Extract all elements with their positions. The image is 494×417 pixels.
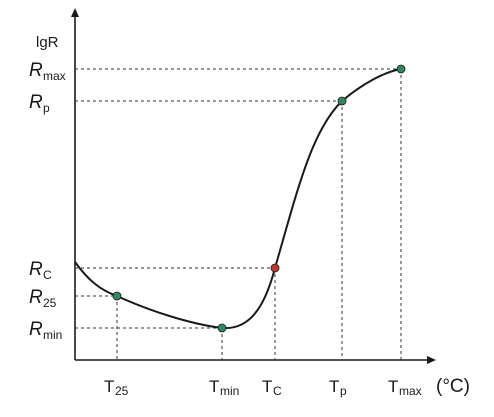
point-marker-tmax-rmax bbox=[396, 64, 406, 74]
y-tick-label-main: R bbox=[29, 287, 43, 308]
y-axis-label: lgR bbox=[36, 34, 59, 51]
y-tick-label-main: R bbox=[29, 259, 43, 280]
y-tick-label-sub: min bbox=[43, 328, 62, 342]
x-tick-label-sub: min bbox=[220, 384, 239, 398]
x-axis-unit: (°C) bbox=[436, 376, 470, 397]
resistance-curve bbox=[74, 68, 402, 330]
y-tick-label-sub: 25 bbox=[43, 296, 57, 310]
y-tick-label-main: R bbox=[29, 60, 43, 81]
x-tick-label-main: T bbox=[388, 377, 398, 396]
x-tick-label-main: T bbox=[262, 377, 272, 396]
y-tick-label-sub: p bbox=[43, 101, 50, 115]
y-tick-label-sub: C bbox=[43, 268, 52, 282]
x-tick-label-sub: max bbox=[399, 384, 422, 398]
x-tick-label-sub: p bbox=[340, 384, 347, 398]
x-tick-label-main: T bbox=[209, 377, 219, 396]
point-marker-tc-rc bbox=[270, 263, 280, 273]
y-tick-label-main: R bbox=[29, 92, 43, 113]
point-marker-tmin-rmin bbox=[217, 323, 227, 333]
x-tick-label-main: T bbox=[329, 377, 339, 396]
point-marker-tp-rp bbox=[337, 96, 347, 106]
x-tick-label-sub: 25 bbox=[115, 384, 129, 398]
point-marker-t25-r25 bbox=[112, 291, 122, 301]
x-tick-label-sub: C bbox=[273, 384, 282, 398]
x-tick-label-main: T bbox=[104, 377, 114, 396]
y-tick-label-sub: max bbox=[43, 69, 66, 83]
y-tick-label-main: R bbox=[29, 319, 43, 340]
